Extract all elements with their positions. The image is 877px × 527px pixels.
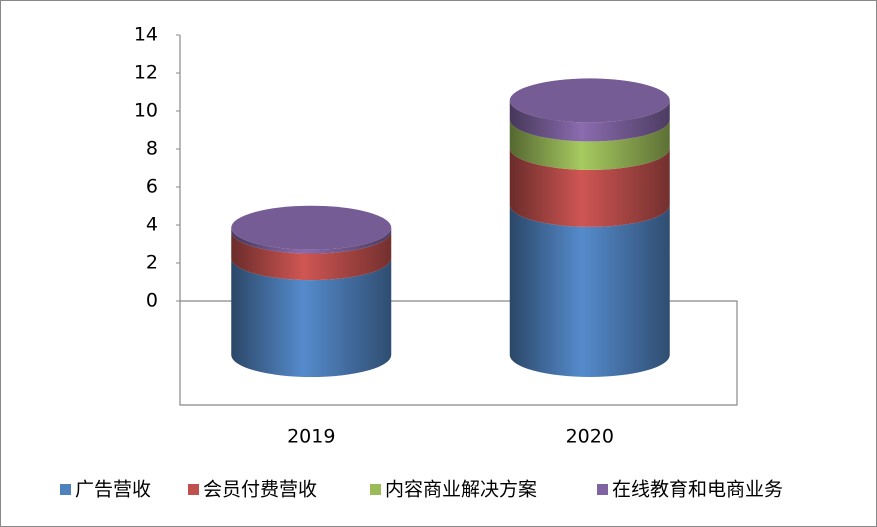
cylinder-segment bbox=[231, 227, 392, 254]
cylinder-top bbox=[231, 205, 392, 250]
y-tick-label: 6 bbox=[146, 176, 158, 198]
cylinder-segment bbox=[231, 231, 392, 281]
y-tick-label: 14 bbox=[134, 24, 158, 46]
y-tick-label: 10 bbox=[134, 100, 158, 122]
cylinder-segment bbox=[509, 204, 670, 377]
y-tick-label: 4 bbox=[146, 214, 158, 236]
legend-label: 会员付费营收 bbox=[203, 479, 317, 501]
cylinder-top bbox=[509, 78, 670, 123]
legend-swatch bbox=[370, 484, 381, 495]
y-tick-label: 12 bbox=[134, 62, 158, 84]
x-tick-label: 2019 bbox=[287, 426, 335, 448]
legend-swatch bbox=[597, 484, 608, 495]
y-tick-label: 2 bbox=[146, 252, 158, 274]
legend-swatch bbox=[60, 484, 71, 495]
legend-label: 广告营收 bbox=[75, 479, 151, 501]
y-tick-label: 0 bbox=[146, 290, 158, 312]
legend-label: 在线教育和电商业务 bbox=[612, 479, 783, 501]
legend-label: 内容商业解决方案 bbox=[385, 479, 537, 501]
cylinder-segment bbox=[509, 100, 670, 142]
cylinder-segment bbox=[509, 119, 670, 170]
x-tick-label: 2020 bbox=[566, 426, 614, 448]
legend-swatch bbox=[188, 484, 199, 495]
y-tick-label: 8 bbox=[146, 138, 158, 160]
cylinder-segment bbox=[231, 258, 392, 377]
cylinder-segment bbox=[509, 147, 670, 227]
